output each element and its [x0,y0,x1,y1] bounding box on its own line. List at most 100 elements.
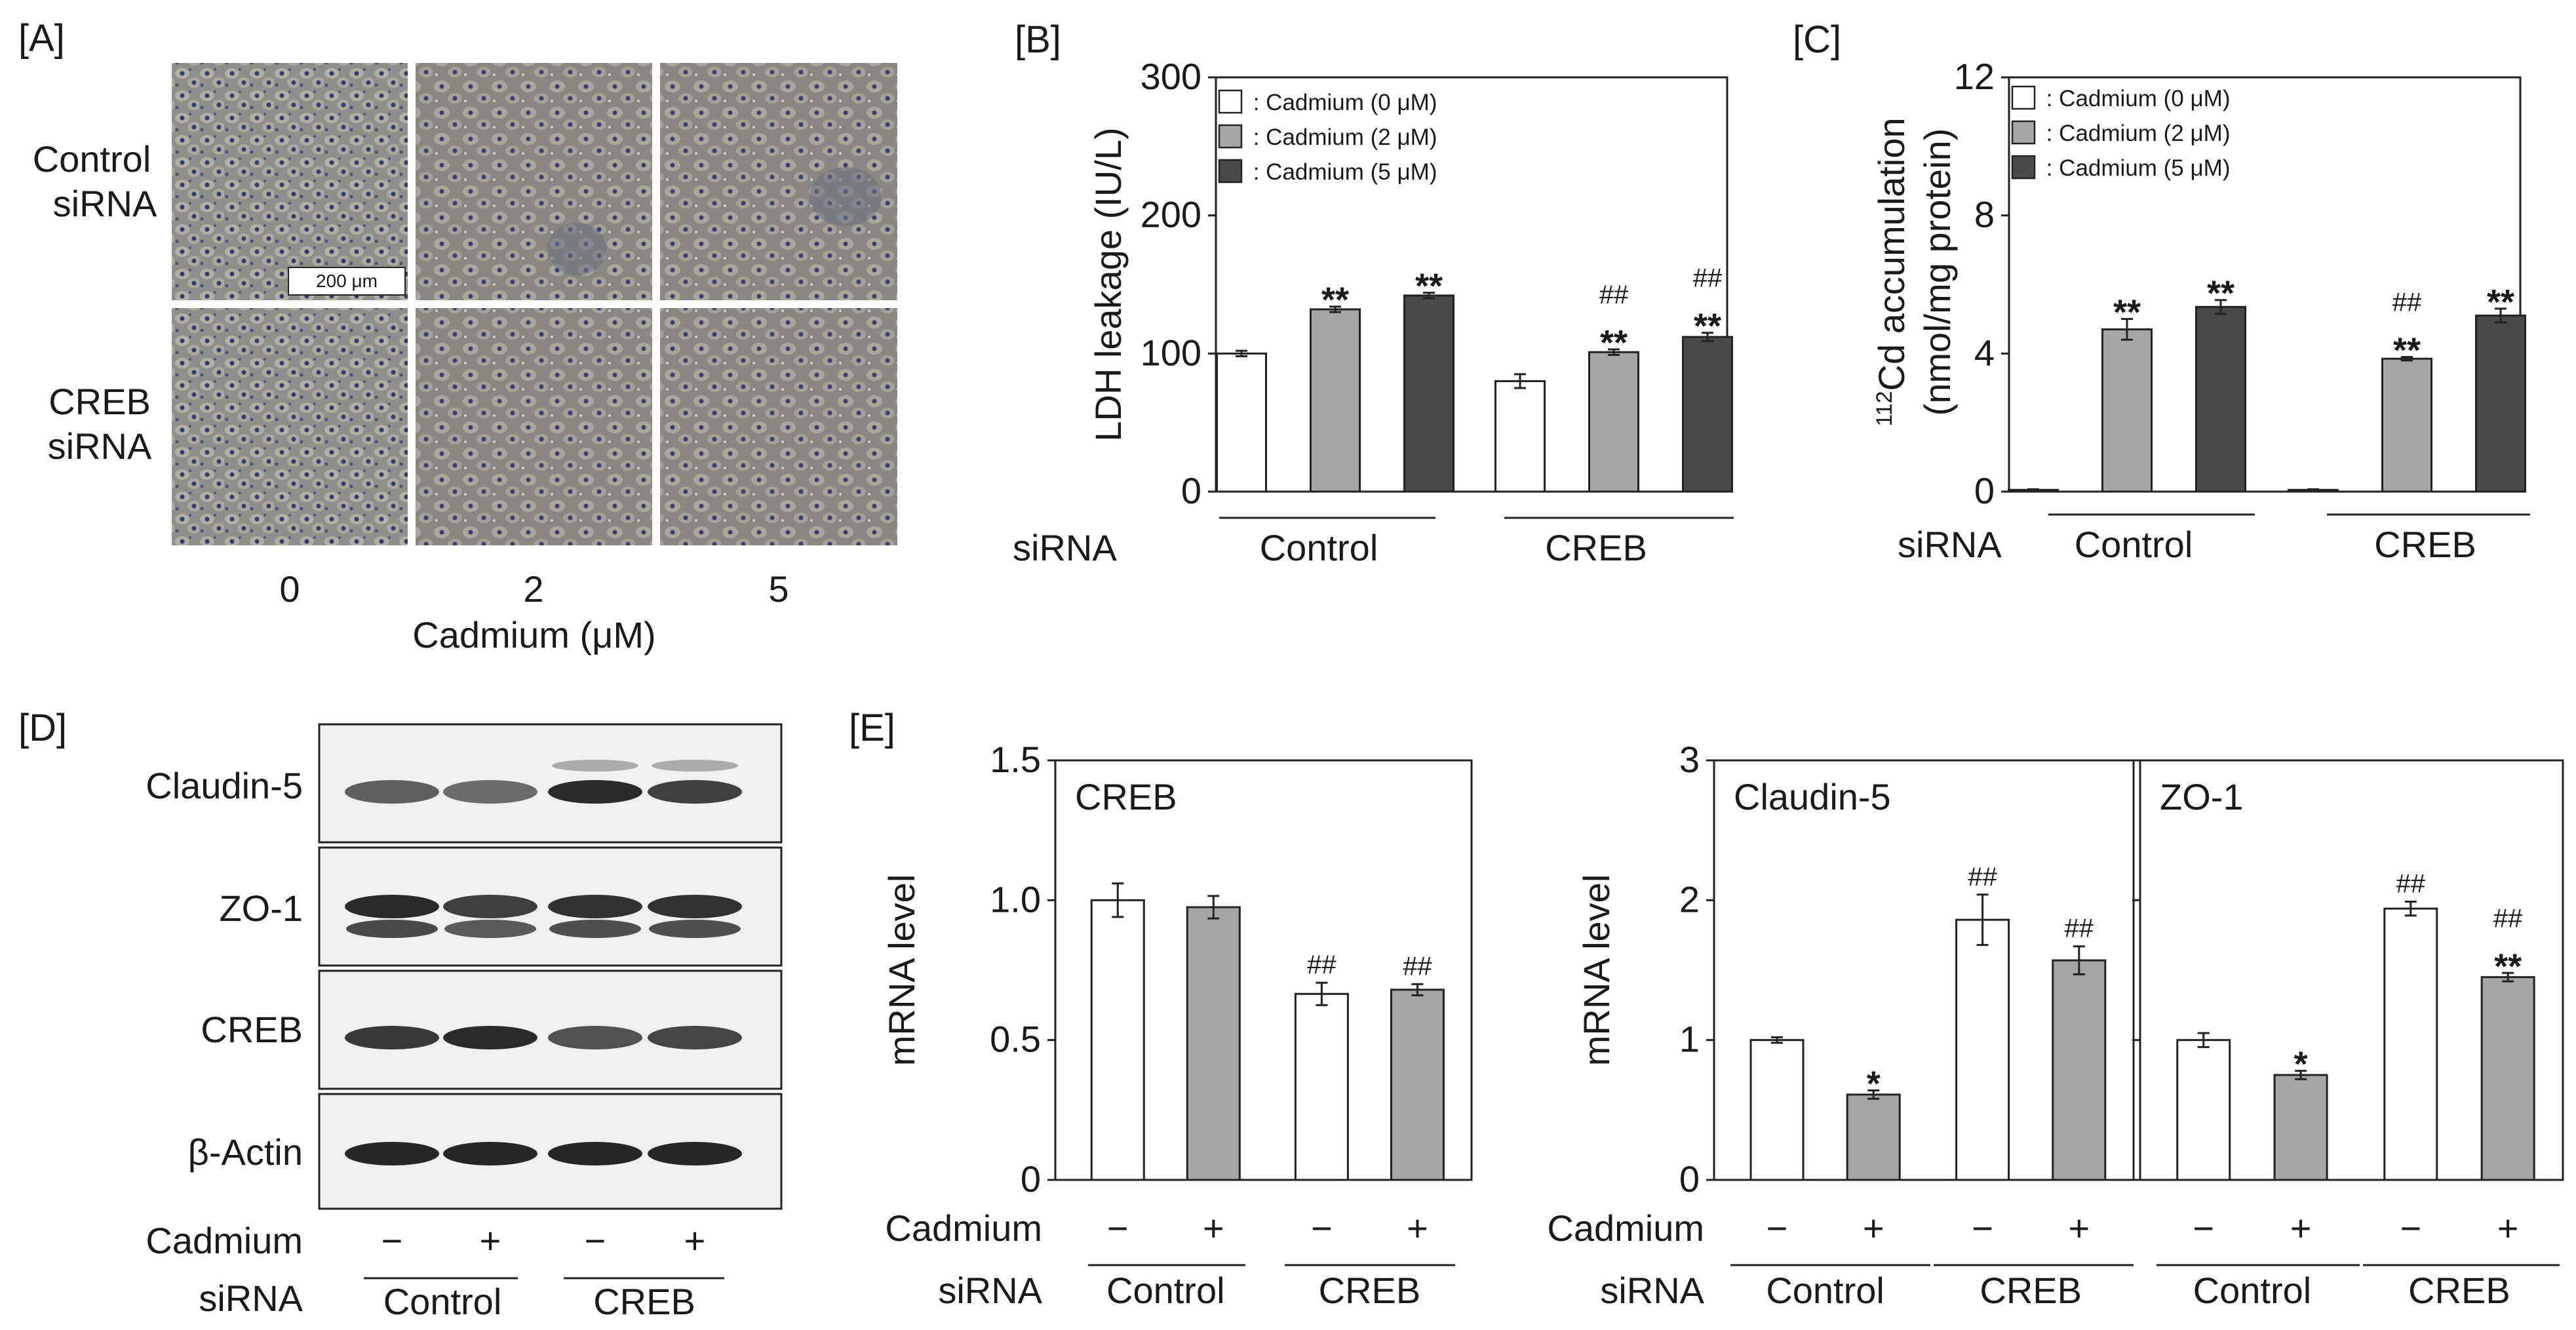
row-label-control: Control siRNA [33,138,157,224]
blot-band [548,780,642,804]
bar [1310,308,1361,493]
bar [1216,352,1267,493]
significance-mark: ## [1307,950,1337,979]
y-axis-title-text: Cd accumulation [1871,117,1912,391]
significance-mark: ** [1694,307,1721,346]
plot-frame [1054,759,1473,1181]
blot-band [345,1026,439,1049]
creb-mrna-chart: 0 0.5 1.0 1.5 ## ## CREB mRNA level [881,739,1473,1200]
bar [2383,907,2438,1181]
panel-e: [E] 0 0.5 1.0 1.5 ## ## CREB mRNA level 0 1 2 3 * ##… [849,707,2564,1311]
cadmium-sign: − [1107,1207,1129,1249]
blot-label: β-Actin [188,1131,303,1173]
y-tick-label: 2 [1679,878,1700,920]
sirna-row-title: siRNA [1600,1270,1704,1311]
sirna-row-title: siRNA [938,1270,1042,1311]
legend-label: : Cadmium (5 μM) [2040,155,2230,181]
bar [1682,336,1733,493]
y-tick-label: 1.5 [990,739,1041,780]
group-label: Control [383,1281,502,1322]
y-tick-label: 200 [1141,194,1201,235]
bar [1846,1093,1901,1181]
legend-swatch [2011,155,2036,180]
y-axis-title: mRNA level [1576,874,1617,1066]
blot-band [443,1026,537,1049]
blot-band [443,1142,537,1165]
chart-title: ZO-1 [2160,776,2244,817]
y-tick-label: 4 [1974,332,1995,373]
legend-label: : Cadmium (0 μM) [2040,86,2230,111]
group-label: Control [2075,524,2193,565]
cadmium-sign: − [1766,1207,1788,1249]
significance-mark: ## [2396,869,2426,898]
panel-a: [A] 200 μm Control siRNA CREB siRNA 0 2 5 … [18,17,897,655]
y-axis-title: mRNA level [881,874,922,1066]
claudin5-mrna-chart: 0 1 2 3 * ## ## Claudin-5 mRNA level [1576,739,2135,1200]
cadmium-sign: − [2193,1207,2214,1249]
significance-mark: * [2294,1045,2308,1084]
significance-mark: ## [1693,264,1723,293]
group-label: CREB [1545,527,1647,568]
plot-frame [1713,759,2135,1181]
significance-mark: ## [1968,863,1997,891]
y-tick-label: 0 [1181,470,1201,511]
micrograph-creb-2 [416,308,652,545]
panel-label-d: [D] [18,707,67,749]
group-label: Control [1106,1270,1225,1311]
blot-band [552,760,638,772]
y-axis-title-unit: (nmol/mg protein) [1917,128,1958,416]
y-axis-title: LDH leakage (IU/L) [1087,127,1129,441]
y-tick-label: 3 [1679,739,1700,780]
y-tick-label: 1.0 [990,878,1041,920]
significance-mark: ## [2065,914,2094,943]
bar [1749,1039,1805,1181]
y-tick-label: 0 [1679,1158,1700,1200]
blot-band [346,920,438,938]
scale-bar-box [288,267,406,296]
panel-label-c: [C] [1793,18,1841,61]
plot-frame [1215,76,1728,493]
blot-band [648,1026,742,1049]
legend-label: : Cadmium (5 μM) [1247,159,1437,185]
cadmium-sign: + [480,1220,501,1261]
bar [1186,906,1241,1181]
group-label: Control [2193,1270,2312,1311]
group-label: CREB [2408,1270,2510,1311]
panel-d: [D] Claudin-5 ZO-1 CREB β-Actin Cadmium … [18,707,783,1322]
cadmium-sign: − [1972,1207,1993,1249]
blot-band [649,920,741,938]
y-tick-label: 8 [1974,194,1995,235]
cadmium-sign: + [2068,1207,2090,1249]
micrograph-grid: 200 μm [172,63,897,545]
legend-label: : Cadmium (2 μM) [2040,121,2230,146]
significance-mark: ** [2207,274,2234,313]
panel-b: [B] 0 100 200 300 ** ** ## ** ** ## : Cadmium (0 … [1013,18,1734,568]
sirna-row-title: siRNA [199,1278,303,1319]
blot-label: Claudin-5 [146,765,303,806]
significance-mark: ** [1415,267,1443,306]
row-label-creb-line: CREB [49,381,151,422]
bar [2273,1074,2328,1181]
group-label: Control [1766,1270,1884,1311]
blot-label: CREB [201,1009,303,1050]
group-label: CREB [593,1281,695,1322]
e-axis-labels: − + − + Control CREB − + − + Control CREB − + − + Contro… [1088,1207,2560,1311]
cadmium-row-title: Cadmium [1547,1207,1704,1249]
bar [2381,357,2432,493]
scale-bar-label: 200 μm [316,271,378,291]
legend-label: : Cadmium (0 μM) [1247,90,1437,115]
significance-mark: ## [1403,952,1432,981]
blot-band [648,1142,742,1165]
blot-band [548,895,642,918]
plot-frame [2139,759,2564,1181]
blot-band [648,780,742,804]
bar [1294,992,1349,1181]
blot-band [443,895,537,918]
bar [2195,305,2246,493]
bar [2176,1039,2231,1181]
panel-label-b: [B] [1015,18,1061,61]
significance-mark: ## [2392,288,2422,317]
chart-title: Claudin-5 [1734,776,1891,817]
cadmium-sign: − [1311,1207,1333,1249]
isotope-superscript: 112 [1872,391,1897,426]
